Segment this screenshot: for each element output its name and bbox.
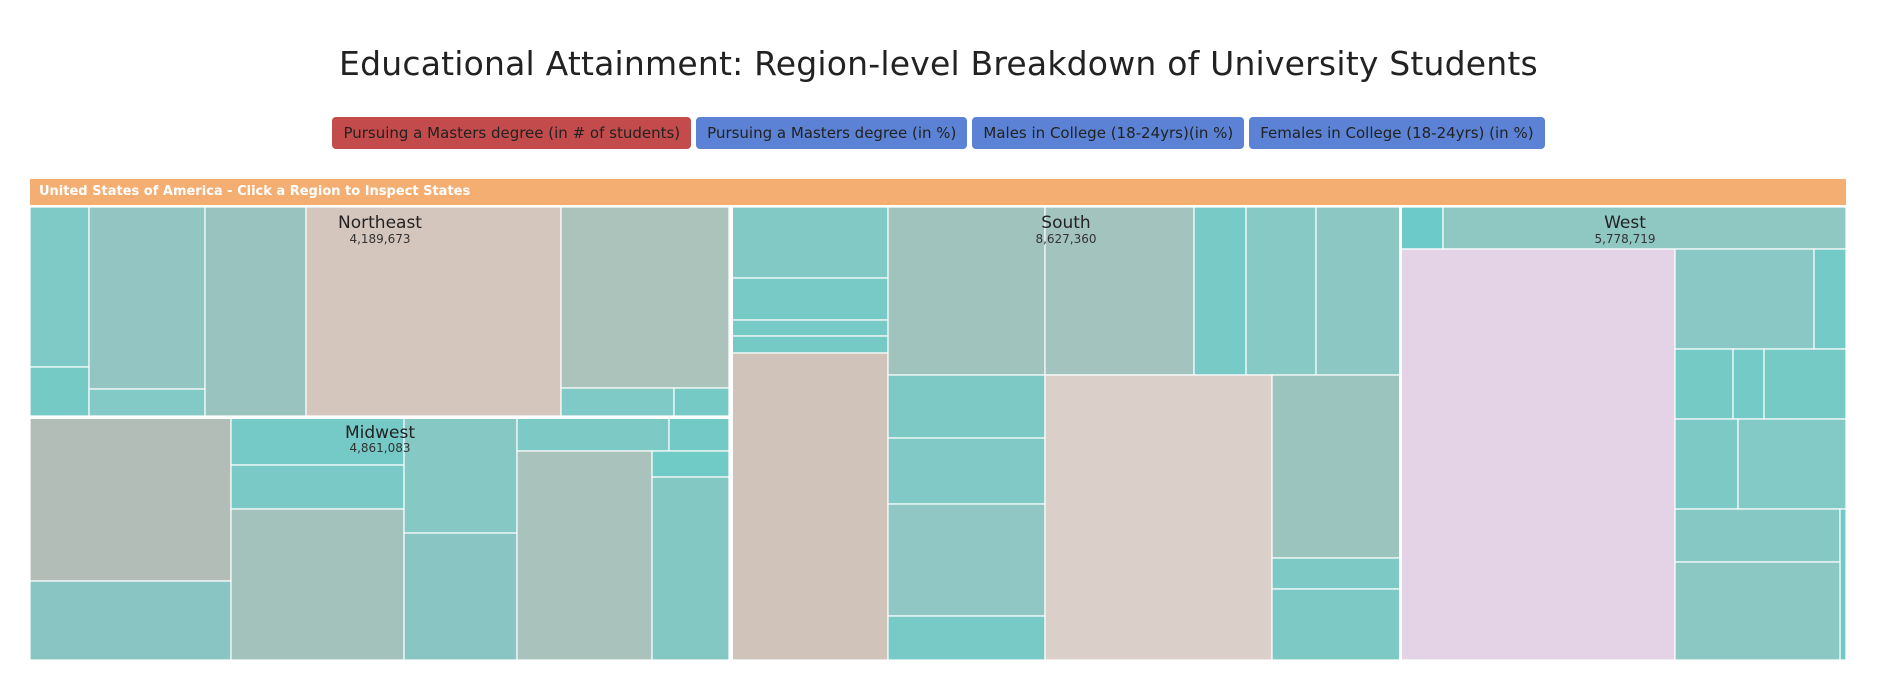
northeast-tile-5[interactable] <box>305 206 562 417</box>
west-tile-11[interactable] <box>1839 508 1847 661</box>
masters-count-button[interactable]: Pursuing a Masters degree (in # of stude… <box>332 117 692 149</box>
northeast-value: 4,189,673 <box>349 232 410 246</box>
south-tile-10[interactable] <box>1044 206 1195 376</box>
west-tile-1[interactable] <box>1442 206 1847 250</box>
west-tile-3[interactable] <box>1674 248 1815 350</box>
south-tile-16[interactable] <box>1271 557 1402 590</box>
west-value: 5,778,719 <box>1594 232 1655 246</box>
south-tile-6[interactable] <box>887 374 1046 439</box>
northeast-tile-4[interactable] <box>204 206 307 417</box>
south-tile-8[interactable] <box>887 503 1046 617</box>
west-tile-8[interactable] <box>1674 418 1739 510</box>
region-border-1 <box>1399 207 1402 660</box>
west-label: West <box>1604 213 1646 233</box>
south-tile-7[interactable] <box>887 437 1046 505</box>
south-tile-4[interactable] <box>730 352 889 661</box>
south-tile-1[interactable] <box>730 277 889 321</box>
midwest-tile-10[interactable] <box>651 450 730 478</box>
page-title: Educational Attainment: Region-level Bre… <box>339 44 1538 83</box>
south-tile-11[interactable] <box>1193 206 1247 376</box>
south-tile-3[interactable] <box>730 335 889 354</box>
south-tile-14[interactable] <box>1044 374 1273 661</box>
northeast-tile-7[interactable] <box>560 387 675 417</box>
northeast-tile-6[interactable] <box>560 206 730 389</box>
midwest-tile-5[interactable] <box>403 417 518 534</box>
south-tile-5[interactable] <box>887 206 1046 376</box>
midwest-value: 4,861,083 <box>349 441 410 455</box>
treemap-breadcrumb-bar[interactable]: United States of America - Click a Regio… <box>30 179 1846 205</box>
west-tile-4[interactable] <box>1813 248 1847 350</box>
west-tile-5[interactable] <box>1674 348 1734 420</box>
midwest-tile-4[interactable] <box>230 508 405 661</box>
northeast-label: Northeast <box>338 213 422 233</box>
midwest-tile-0[interactable] <box>29 417 232 582</box>
west-tile-0[interactable] <box>1400 206 1444 250</box>
south-tile-15[interactable] <box>1271 374 1402 559</box>
northeast-tile-1[interactable] <box>29 366 90 417</box>
midwest-label: Midwest <box>345 423 415 443</box>
northeast-tile-2[interactable] <box>88 206 206 390</box>
northeast-tile-8[interactable] <box>673 387 730 417</box>
west-tile-12[interactable] <box>1674 561 1841 661</box>
midwest-tile-8[interactable] <box>668 417 730 452</box>
males-college-button[interactable]: Males in College (18-24yrs)(in %) <box>972 117 1245 149</box>
females-college-button[interactable]: Females in College (18-24yrs) (in %) <box>1249 117 1545 149</box>
region-border-2 <box>30 416 730 419</box>
midwest-tile-9[interactable] <box>516 450 653 661</box>
region-border-0 <box>730 207 733 660</box>
south-value: 8,627,360 <box>1035 232 1096 246</box>
midwest-tile-1[interactable] <box>29 580 232 661</box>
metric-button-group: Pursuing a Masters degree (in # of stude… <box>0 117 1877 149</box>
midwest-tile-3[interactable] <box>230 464 405 510</box>
south-tile-0[interactable] <box>730 206 889 279</box>
west-tile-9[interactable] <box>1737 418 1847 510</box>
south-tile-9[interactable] <box>887 615 1046 661</box>
south-tile-13[interactable] <box>1315 206 1402 376</box>
west-tile-7[interactable] <box>1763 348 1847 420</box>
midwest-tile-7[interactable] <box>516 417 670 452</box>
south-label: South <box>1041 213 1090 233</box>
midwest-tile-6[interactable] <box>403 532 518 661</box>
midwest-tile-11[interactable] <box>651 476 730 661</box>
west-tile-2[interactable] <box>1400 248 1676 661</box>
northeast-tile-3[interactable] <box>88 388 206 417</box>
west-tile-10[interactable] <box>1674 508 1841 563</box>
masters-percent-button[interactable]: Pursuing a Masters degree (in %) <box>696 117 968 149</box>
northeast-tile-0[interactable] <box>29 206 90 368</box>
south-tile-2[interactable] <box>730 319 889 337</box>
south-tile-12[interactable] <box>1245 206 1317 376</box>
south-tile-17[interactable] <box>1271 588 1402 661</box>
west-tile-6[interactable] <box>1732 348 1765 420</box>
